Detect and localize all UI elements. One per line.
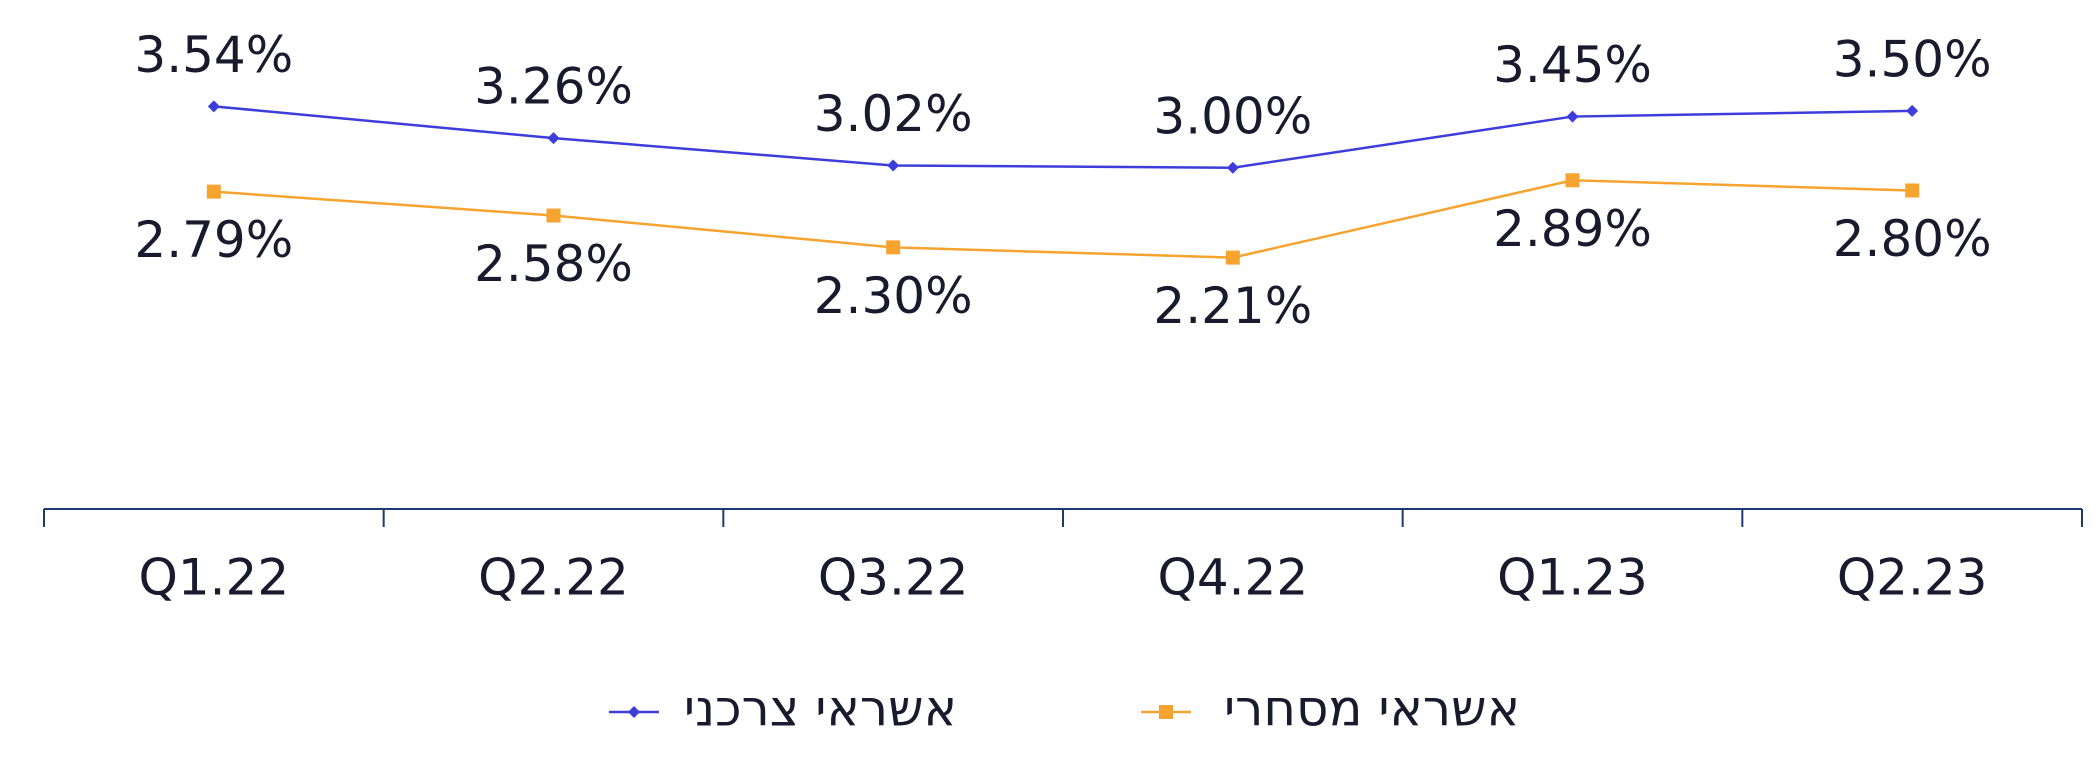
legend-marker (628, 706, 640, 718)
data-label: 2.30% (814, 267, 973, 325)
marker (1565, 173, 1580, 188)
marker (546, 208, 561, 223)
data-label: 3.00% (1153, 87, 1312, 145)
series-line (213, 105, 1913, 170)
data-label: 3.26% (474, 58, 633, 116)
data-label: 2.80% (1833, 210, 1992, 268)
x-tick-label: Q1.23 (1497, 549, 1648, 607)
legend-label: אשראי מסחרי (1224, 680, 1520, 738)
x-tick-label: Q1.22 (138, 549, 289, 607)
x-tick-label: Q3.22 (818, 549, 969, 607)
marker (1906, 104, 1919, 117)
data-label: 3.54% (134, 26, 293, 84)
marker (1905, 183, 1920, 198)
series-line (213, 179, 1913, 259)
x-tick-label: Q2.23 (1837, 549, 1988, 607)
legend-label: אשראי צרכני (684, 680, 957, 738)
marker (207, 100, 220, 113)
marker (547, 132, 560, 145)
data-label: 3.45% (1493, 36, 1652, 94)
data-label: 2.21% (1153, 277, 1312, 335)
data-label: 2.89% (1493, 200, 1652, 258)
x-tick-label: Q4.22 (1157, 549, 1308, 607)
data-label: 3.50% (1833, 30, 1992, 88)
marker (206, 184, 221, 199)
marker (1226, 161, 1239, 174)
x-tick-label: Q2.22 (478, 549, 629, 607)
marker (886, 240, 901, 255)
marker (1566, 110, 1579, 123)
marker (1225, 250, 1240, 265)
data-label: 2.79% (134, 211, 293, 269)
marker (887, 159, 900, 172)
legend-marker (1159, 705, 1173, 719)
data-label: 2.58% (474, 235, 633, 293)
data-label: 3.02% (814, 85, 973, 143)
